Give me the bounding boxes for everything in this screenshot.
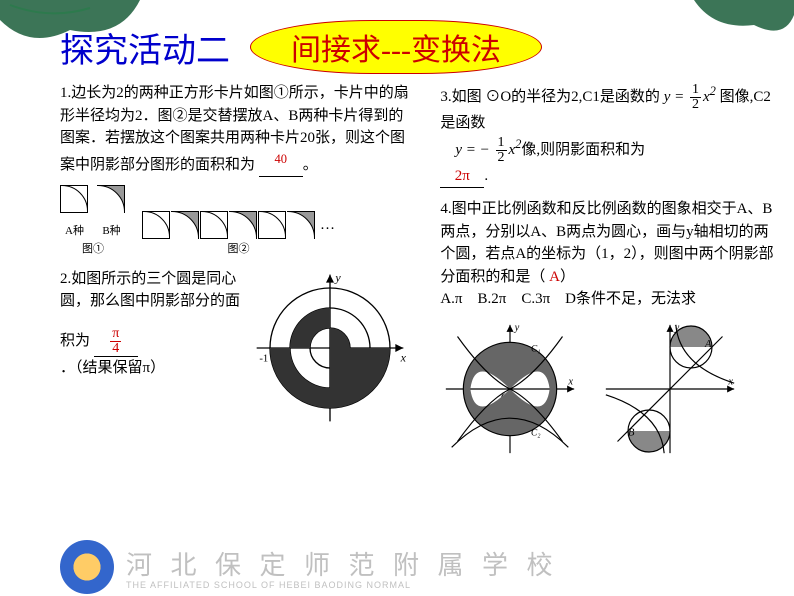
q2-answer: π4 <box>110 327 121 356</box>
parabola-circle-figure: xy O C₁ C₂ <box>440 319 580 459</box>
q3-tail: . <box>484 168 488 184</box>
q1-text: 1.边长为2的两种正方形卡片如图①所示，卡片中的扇形半径均为2．图②是交替摆放A… <box>60 85 409 173</box>
q3-text-c: 像,则阴影面积和为 <box>521 142 645 158</box>
q1-tail: 。 <box>303 157 318 173</box>
fig2-label: 图② <box>142 241 335 258</box>
ellipsis: … <box>320 214 335 237</box>
svg-text:B: B <box>628 427 635 438</box>
question-2: 2.如图所示的三个圆是同心圆，那么图中阴影部分的面 积为 π4．（结果保留π） … <box>60 268 410 428</box>
q4-options: A.π B.2π C.3π D条件不足，无法求 <box>440 291 696 307</box>
concentric-circles-figure: xy -11 <box>250 268 410 428</box>
fig1-group: A种 B种 图① <box>60 185 126 258</box>
svg-text:x: x <box>568 376 574 387</box>
svg-text:-1: -1 <box>260 353 269 364</box>
eq2-pre: y = − <box>455 142 493 158</box>
question-4: 4.图中正比例函数和反比例函数的图象相交于A、B两点，分别以A、B两点为圆心，画… <box>440 198 774 311</box>
q2-text-b: 积为 <box>60 332 90 348</box>
eq1-sup: 2 <box>710 84 716 98</box>
q1-answer: 40 <box>275 152 288 166</box>
q3-text-a: 3.如图 ⊙O的半径为2,C1是函数的 <box>440 89 660 105</box>
svg-text:C₂: C₂ <box>531 428 541 438</box>
fig1-label: 图① <box>60 241 126 258</box>
section-title: 探究活动二 <box>60 23 230 72</box>
svg-text:y: y <box>335 270 342 284</box>
svg-text:A: A <box>704 339 712 350</box>
tile-a-label: A种 <box>60 223 89 240</box>
left-column: 1.边长为2的两种正方形卡片如图①所示，卡片中的扇形半径均为2．图②是交替摆放A… <box>60 82 410 459</box>
q1-figures: A种 B种 图① <box>60 185 410 258</box>
eq1-var: x <box>703 89 710 105</box>
fig2-group: … 图② <box>142 211 335 258</box>
q4-tail: ） <box>560 269 575 285</box>
svg-text:C₁: C₁ <box>531 344 540 354</box>
q3-q4-figures: xy O C₁ C₂ xy <box>440 319 774 459</box>
q4-text: 4.图中正比例函数和反比例函数的图象相交于A、B两点，分别以A、B两点为圆心，画… <box>440 201 773 285</box>
footer: 河 北 保 定 师 范 附 属 学 校 THE AFFILIATED SCHOO… <box>0 538 794 596</box>
title-row: 探究活动二 间接求---变换法 <box>60 20 774 74</box>
question-1: 1.边长为2的两种正方形卡片如图①所示，卡片中的扇形半径均为2．图②是交替摆放A… <box>60 82 410 177</box>
q2-tail: ．（结果保留π） <box>60 360 165 376</box>
q2-text-block: 2.如图所示的三个圆是同心圆，那么图中阴影部分的面 积为 π4 ．（结果保留π） <box>60 268 240 380</box>
question-3: 3.如图 ⊙O的半径为2,C1是函数的 y = 12x2 图像,C2是函数 y … <box>440 82 774 188</box>
school-logo <box>60 540 114 594</box>
school-name-cn: 河 北 保 定 师 范 附 属 学 校 <box>126 545 559 582</box>
right-column: 3.如图 ⊙O的半径为2,C1是函数的 y = 12x2 图像,C2是函数 y … <box>440 82 774 459</box>
columns: 1.边长为2的两种正方形卡片如图①所示，卡片中的扇形半径均为2．图②是交替摆放A… <box>60 82 774 459</box>
school-name-block: 河 北 保 定 师 范 附 属 学 校 THE AFFILIATED SCHOO… <box>126 545 559 590</box>
q4-answer: A <box>549 269 560 285</box>
eq1-pre: y = <box>664 89 688 105</box>
slide-content: 探究活动二 间接求---变换法 1.边长为2的两种正方形卡片如图①所示，卡片中的… <box>0 0 794 596</box>
tile-b: B种 <box>97 185 126 239</box>
svg-text:y: y <box>514 322 520 333</box>
tile-a: A种 <box>60 185 89 239</box>
method-banner: 间接求---变换法 <box>250 20 542 74</box>
svg-text:x: x <box>400 350 407 364</box>
tile-b-label: B种 <box>97 223 126 240</box>
q3-answer: 2π <box>455 168 470 184</box>
hyperbola-circles-figure: xy A B <box>600 319 740 459</box>
q2-text-a: 2.如图所示的三个圆是同心圆，那么图中阴影部分的面 <box>60 268 240 313</box>
